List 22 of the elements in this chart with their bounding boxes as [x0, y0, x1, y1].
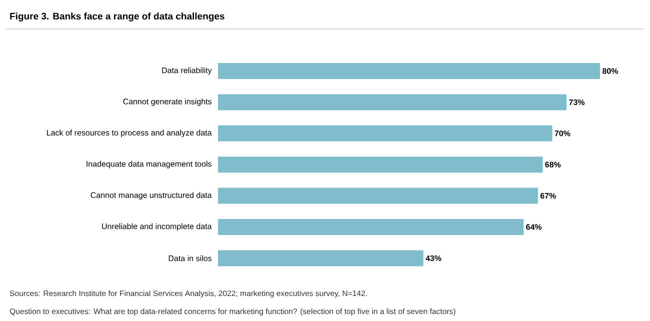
bar: [218, 219, 524, 235]
text: Figure 3. Banks face a range of data challenges: [10, 12, 224, 22]
bar: [218, 94, 567, 110]
bar: [218, 250, 424, 266]
y-tick-label: Cannot generate insights: [123, 98, 212, 106]
data-label: 64%: [526, 224, 542, 230]
y-tick-label: Unreliable and incomplete data: [102, 223, 212, 231]
y-tick-label: Lack of resources to process and analyze data: [47, 130, 212, 138]
y-tick-label: Cannot manage unstructured data: [90, 192, 212, 200]
data-label: 68%: [545, 162, 561, 168]
data-label: 80%: [602, 68, 618, 74]
y-tick-label: Data in silos: [168, 255, 212, 262]
bar: [218, 188, 538, 204]
bar: [218, 62, 600, 79]
y-tick-label: Data reliability: [162, 67, 212, 75]
data-label: 67%: [540, 192, 556, 199]
bar: [218, 156, 543, 173]
data-label: 73%: [569, 99, 585, 106]
bar: [218, 125, 552, 142]
data-label: 43%: [426, 255, 442, 262]
data-label: 70%: [554, 130, 570, 136]
y-tick-label: Inadequate data management tools: [86, 160, 212, 168]
